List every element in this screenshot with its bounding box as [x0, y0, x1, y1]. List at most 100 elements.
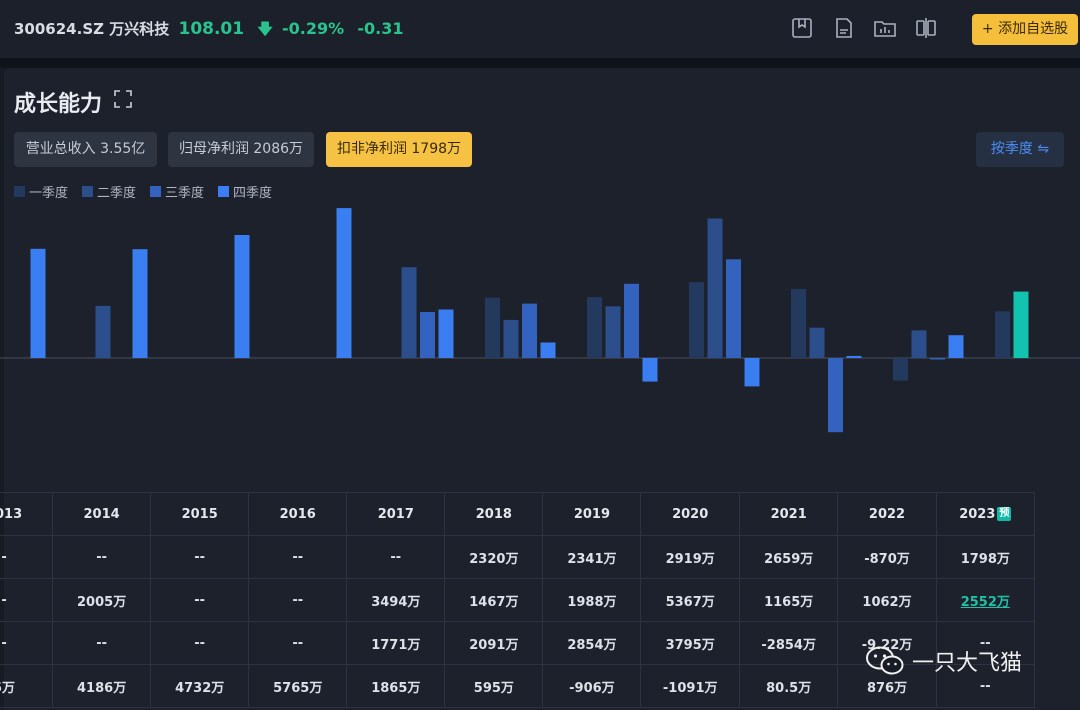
legend-swatch [82, 186, 94, 197]
change-percent: -0.29% [281, 19, 345, 38]
year-label: 2016 [279, 506, 316, 522]
bar-2014-四季度[interactable] [132, 249, 148, 358]
bar-2018-一季度[interactable] [485, 297, 500, 358]
table-cell: 2320万 [444, 535, 544, 579]
table-cell: 595万 [444, 664, 544, 708]
chart-legend: 一季度 二季度 三季度 四季度 [14, 182, 272, 201]
cell-value: 4732万 [175, 680, 225, 696]
legend-label: 四季度 [233, 186, 273, 201]
legend-item-q4[interactable]: 四季度 [218, 182, 272, 201]
tab-deducted-net-profit[interactable]: 扣非净利润 1798万 [326, 132, 472, 167]
bar-2022-一季度[interactable] [893, 358, 908, 381]
table-cell: 3795万 [640, 621, 740, 665]
year-header-cell: 2016 [248, 492, 348, 536]
year-label: 2020 [672, 506, 709, 522]
bar-2015-四季度[interactable] [234, 235, 250, 358]
bar-2018-二季度[interactable] [503, 319, 519, 358]
bar-2023-一季度[interactable] [995, 311, 1010, 358]
bar-2021-三季度[interactable] [828, 358, 843, 433]
legend-item-q1[interactable]: 一季度 [14, 182, 68, 201]
tab-revenue[interactable]: 营业总收入 3.55亿 [14, 132, 157, 167]
bar-2013-四季度[interactable] [30, 248, 46, 358]
watermark-text: 一只大飞猫 [912, 651, 1023, 676]
cell-value: 1165万 [764, 594, 814, 610]
bar-2018-三季度[interactable] [522, 303, 537, 358]
table-cell: 3494万 [346, 578, 446, 622]
cell-value: -2854万 [761, 637, 816, 653]
table-cell: -9.22万 [837, 621, 937, 665]
year-header-cell: 2021 [738, 492, 839, 536]
folder-chart-icon[interactable] [873, 16, 897, 40]
cell-value: 1467万 [469, 594, 519, 610]
year-header-cell: 2017 [346, 492, 446, 536]
bar-2022-二季度[interactable] [911, 330, 927, 358]
expand-icon[interactable] [114, 90, 132, 108]
bar-2021-二季度[interactable] [809, 327, 825, 358]
bar-2022-三季度[interactable] [930, 358, 945, 360]
bar-2017-三季度[interactable] [420, 312, 435, 358]
legend-label: 三季度 [165, 186, 205, 201]
compare-icon[interactable] [914, 16, 938, 40]
stock-name: 万兴科技 [109, 20, 170, 38]
bar-2019-二季度[interactable] [605, 306, 621, 358]
bar-2020-二季度[interactable] [707, 218, 723, 359]
year-label: 2023 [959, 506, 996, 522]
table-cell: 1988万 [542, 578, 642, 622]
table-cell: 4732万 [150, 664, 250, 708]
legend-item-q3[interactable]: 三季度 [150, 182, 204, 201]
bar-2016-四季度[interactable] [336, 208, 352, 358]
cell-value: -870万 [864, 551, 910, 567]
bar-2019-四季度[interactable] [642, 358, 658, 382]
bar-2021-一季度[interactable] [791, 288, 806, 358]
table-cell: 1865万 [346, 664, 446, 708]
cell-value: -- [292, 635, 304, 651]
bar-2019-三季度[interactable] [624, 283, 639, 358]
table-cell: 80.5万 [738, 664, 839, 708]
legend-item-q2[interactable]: 二季度 [82, 182, 136, 201]
table-cell: 2341万 [542, 535, 642, 579]
year-header-cell: 2019 [542, 492, 642, 536]
table-cell: 2552万 [935, 578, 1036, 622]
bar-2017-二季度[interactable] [401, 267, 417, 358]
year-header-row: 2013 2014 2015 2016 2017 2018 2019 2020 2021 2022… [0, 492, 1036, 536]
bookmark-icon[interactable] [790, 16, 814, 40]
cell-value: 2320万 [469, 551, 519, 567]
bar-2017-四季度[interactable] [438, 309, 454, 359]
table-cell: -1091万 [640, 664, 740, 708]
bar-2018-四季度[interactable] [540, 342, 556, 359]
cell-value: -- [979, 678, 991, 694]
forecast-bar[interactable] [1013, 291, 1029, 358]
legend-swatch [218, 186, 230, 197]
cell-value: -- [96, 635, 107, 651]
table-row: - -- -- -- -- 2320万 2341万 2919万 2659万 -870万 1798万 [0, 535, 1036, 579]
cell-value: 2854万 [567, 637, 617, 653]
cell-value: -906万 [569, 680, 615, 696]
cell-value: 2091万 [469, 637, 519, 653]
bar-2021-四季度[interactable] [846, 355, 862, 358]
forecast-value-link[interactable]: 2552万 [960, 594, 1010, 610]
table-cell: 2005万 [52, 578, 152, 622]
add-watchlist-button[interactable]: + 添加自选股 [972, 14, 1078, 45]
cell-value: -- [194, 549, 206, 565]
data-table: 2013 2014 2015 2016 2017 2018 2019 2020 2021 2022… [0, 492, 1036, 708]
bar-2020-四季度[interactable] [744, 358, 760, 387]
bar-2019-一季度[interactable] [587, 297, 602, 358]
bar-2020-三季度[interactable] [726, 259, 741, 358]
document-icon[interactable] [832, 16, 856, 40]
table-cell: 2659万 [738, 535, 839, 579]
bar-2020-一季度[interactable] [689, 282, 704, 358]
cell-value: -- [292, 592, 304, 608]
cell-value: 1798万 [960, 551, 1010, 567]
tab-net-profit[interactable]: 归母净利润 2086万 [168, 132, 314, 167]
table-cell: 2091万 [444, 621, 544, 665]
cell-value: - [1, 635, 7, 651]
table-cell: -- [52, 621, 152, 665]
table-cell: 1467万 [444, 578, 544, 622]
by-quarter-toggle[interactable]: 按季度 ⇋ [976, 132, 1064, 167]
cell-value: 5367万 [665, 594, 715, 610]
bar-2022-四季度[interactable] [948, 335, 964, 358]
cell-value: -- [292, 549, 304, 565]
bar-2014-二季度[interactable] [95, 305, 111, 358]
cell-value: 5765万 [273, 680, 323, 696]
year-header-cell: 2022 [837, 492, 937, 536]
